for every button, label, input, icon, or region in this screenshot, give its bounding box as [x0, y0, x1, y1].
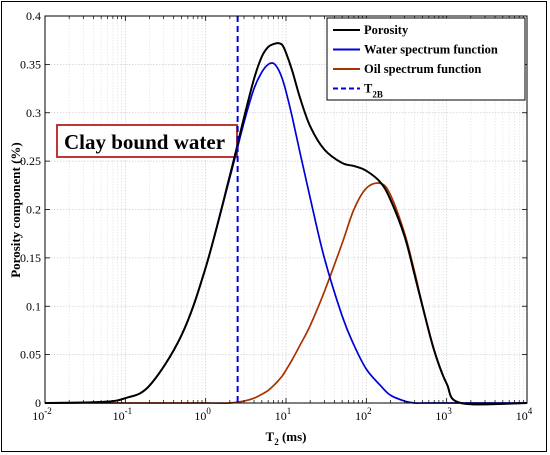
legend-label: Water spectrum function [364, 43, 498, 57]
series-porosity [44, 42, 528, 406]
x-tick-label: 100 [194, 406, 211, 423]
x-axis-label: T2 (ms) [266, 429, 307, 447]
y-axis-label: Porosity component (%) [8, 142, 23, 278]
x-tick-label: 103 [435, 406, 452, 423]
annotation-text: Clay bound water [64, 130, 225, 154]
y-tick-label: 0.35 [20, 57, 41, 71]
x-tick-label: 102 [355, 406, 372, 423]
y-tick-label: 0 [35, 396, 41, 410]
x-tick-label: 10-1 [113, 406, 133, 423]
legend-box [326, 17, 526, 101]
legend-label: T2B [364, 82, 383, 100]
x-tick-label: 104 [516, 406, 533, 423]
clay-bound-water-annotation: Clay bound water [56, 124, 238, 158]
y-tick-label: 0.1 [26, 299, 41, 313]
x-tick-label: 101 [275, 406, 292, 423]
legend-label: Oil spectrum function [364, 62, 481, 76]
legend: Porosity Water spectrum function Oil spect… [326, 17, 526, 101]
x-tick-label: 10-2 [32, 406, 52, 423]
y-tick-label: 0.3 [26, 106, 41, 120]
y-tick-label: 0.25 [20, 154, 41, 168]
y-tick-label: 0.15 [20, 251, 41, 265]
y-tick-label: 0.05 [20, 348, 41, 362]
y-tick-label: 0.2 [26, 203, 41, 217]
ticks-layer: 0 0.05 0.1 0.15 0.2 0.25 0.3 0.35 0.4 10-2 10-1 100… [20, 9, 533, 423]
y-tick-label: 0.4 [26, 9, 41, 23]
legend-label: Porosity [364, 23, 409, 37]
